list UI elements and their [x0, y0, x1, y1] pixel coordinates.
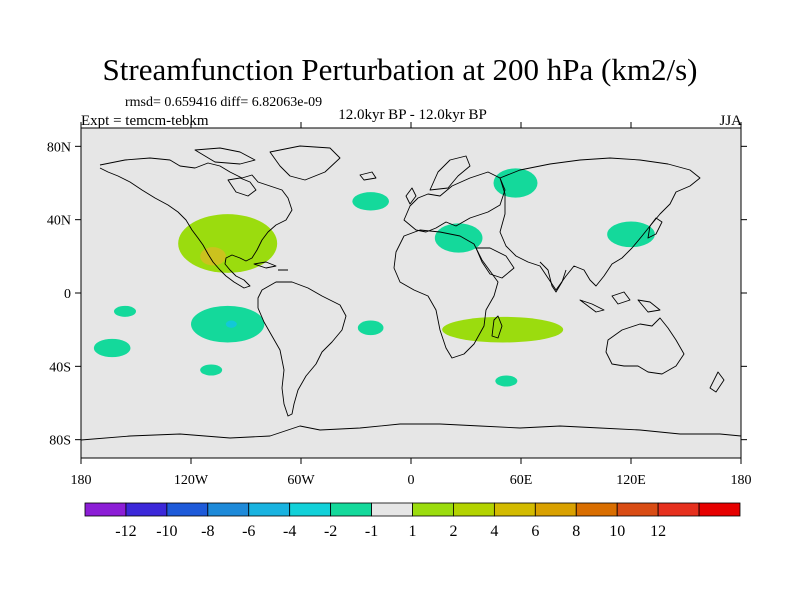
coast-indonesia — [579, 291, 661, 313]
coast-new-zealand — [709, 371, 725, 393]
colorbar-swatch — [575, 502, 618, 517]
lat-tick-label: 40S — [49, 360, 71, 375]
colorbar-swatch — [698, 502, 741, 517]
colorbar-swatch — [534, 502, 577, 517]
anomaly-s-indian-negative — [495, 375, 518, 387]
coast-australia — [605, 317, 685, 375]
lon-tick-label: 120E — [616, 473, 646, 488]
coast-asia — [499, 157, 701, 291]
coast-japan — [647, 217, 663, 239]
stats-line: rmsd= 0.659416 diff= 6.82063e-09 — [125, 95, 323, 110]
coast-uk — [359, 171, 417, 205]
anomaly-s-africa-positive — [442, 316, 564, 343]
season-label: JJA — [719, 113, 742, 129]
axis-ticks: 80N 40N 0 40S 80S 180 120W 60W 0 60E 120E 180 — [47, 122, 752, 488]
lat-tick-label: 40N — [47, 214, 71, 229]
lon-tick-label: 60W — [287, 473, 315, 488]
colorbar-swatch — [657, 502, 700, 517]
colorbar-label: 6 — [531, 523, 539, 540]
coast-scandinavia — [429, 155, 471, 191]
colorbar-swatch — [248, 502, 291, 517]
colorbar-label: 4 — [490, 523, 498, 540]
anomaly-s-pacific-negative-core — [225, 320, 237, 328]
coast-greenland — [269, 145, 341, 181]
lat-tick-label: 80S — [49, 434, 71, 449]
colorbar-swatch — [330, 502, 372, 517]
experiment-label: Expt = temcm-tebkm — [81, 113, 209, 129]
colorbar-swatch — [207, 502, 250, 517]
anomaly-mideast-negative — [434, 223, 483, 253]
colorbar-label: 2 — [449, 523, 457, 540]
coast-south-america — [257, 281, 347, 417]
coast-north-america — [99, 157, 293, 289]
colorbar-label: -10 — [156, 523, 177, 540]
colorbar-label: -1 — [365, 523, 378, 540]
anomaly-siberia-negative — [493, 168, 538, 198]
coast-arctic-islands — [194, 147, 256, 165]
coast-caribbean — [253, 261, 288, 271]
coast-india — [539, 261, 567, 293]
colorbar-label: 8 — [572, 523, 580, 540]
anomaly-s-pacific-negative-small — [200, 364, 223, 376]
coast-hudson-bay — [227, 177, 257, 197]
colorbar-swatch — [289, 502, 332, 517]
colorbar-swatch — [371, 502, 413, 517]
anomaly-mexico-positive-core — [200, 247, 226, 266]
colorbar-label: -4 — [283, 523, 296, 540]
colorbar-swatch — [84, 502, 127, 517]
lon-tick-label: 0 — [408, 473, 415, 488]
colorbar-swatch — [493, 502, 536, 517]
colorbar-swatch — [412, 502, 454, 517]
lat-tick-label: 0 — [64, 287, 71, 302]
lon-tick-label: 180 — [731, 473, 752, 488]
coast-arabia — [475, 247, 515, 279]
coast-africa — [393, 229, 499, 359]
anomaly-east-asia-negative — [607, 221, 655, 248]
anomaly-n-atlantic-negative — [352, 192, 389, 211]
colorbar-label: -6 — [242, 523, 255, 540]
anomaly-w-pacific-negative-small — [114, 305, 136, 317]
colorbar-swatch — [125, 502, 168, 517]
coast-europe — [403, 171, 506, 233]
anomaly-sw-pacific-negative — [93, 338, 131, 358]
colorbar: -12 -10 -8 -6 -4 -2 -1 1 2 4 6 8 10 12 — [84, 502, 741, 540]
colorbar-label: 1 — [409, 523, 417, 540]
lat-tick-label: 80N — [47, 140, 71, 155]
lon-tick-label: 60E — [510, 473, 533, 488]
colorbar-swatch — [166, 502, 209, 517]
lon-tick-label: 180 — [71, 473, 92, 488]
colorbar-label: -12 — [115, 523, 136, 540]
colorbar-label: -8 — [201, 523, 214, 540]
lon-tick-label: 120W — [174, 473, 209, 488]
colorbar-swatch — [616, 502, 659, 517]
anomaly-n-america-positive — [178, 214, 278, 273]
colorbar-label: -2 — [324, 523, 337, 540]
colorbar-label: 12 — [650, 523, 666, 540]
map-background — [81, 128, 741, 458]
time-subtitle: 12.0kyr BP - 12.0kyr BP — [338, 107, 487, 123]
anomaly-s-atlantic-negative — [357, 320, 384, 336]
plot-title: Streamfunction Perturbation at 200 hPa (… — [102, 52, 698, 87]
coast-madagascar — [491, 315, 503, 339]
colorbar-label: 10 — [609, 523, 625, 540]
coastline-layer — [81, 145, 741, 441]
coast-antarctica — [81, 423, 741, 441]
colorbar-swatch — [453, 502, 495, 517]
